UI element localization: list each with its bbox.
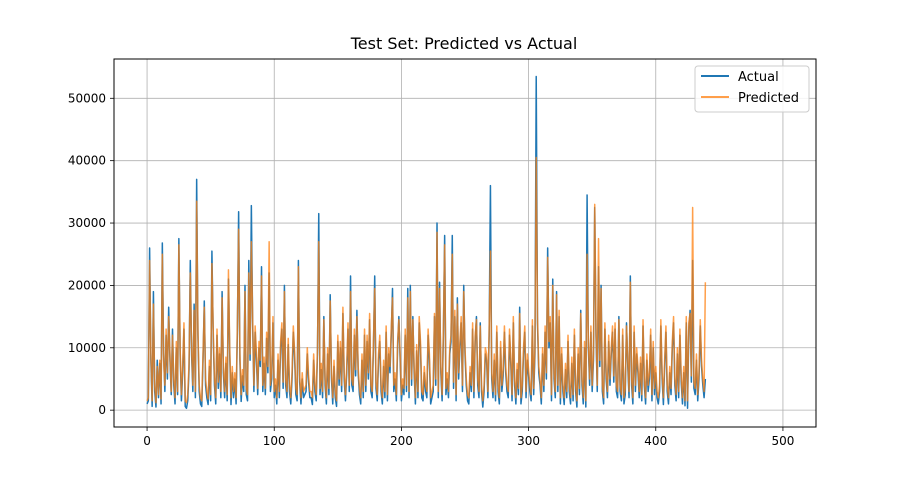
legend: Actual Predicted <box>694 65 810 113</box>
x-tick-label: 0 <box>143 434 151 448</box>
y-tick-label: 40000 <box>68 154 106 168</box>
x-tick-label: 400 <box>644 434 667 448</box>
x-tick-label: 100 <box>263 434 286 448</box>
y-tick-label: 10000 <box>68 341 106 355</box>
chart-title: Test Set: Predicted vs Actual <box>350 34 578 53</box>
legend-box <box>694 65 810 113</box>
x-tick-label: 300 <box>517 434 540 448</box>
y-tick-label: 30000 <box>68 216 106 230</box>
x-tick-label: 200 <box>390 434 413 448</box>
y-axis: 0 10000 20000 30000 40000 50000 <box>68 91 114 417</box>
grid-lines <box>114 59 816 427</box>
legend-label-predicted: Predicted <box>738 91 799 106</box>
x-axis: 0 100 200 300 400 500 <box>143 427 794 448</box>
x-tick-label: 500 <box>771 434 794 448</box>
y-tick-label: 20000 <box>68 278 106 292</box>
series-line-predicted <box>146 156 707 404</box>
y-tick-label: 50000 <box>68 91 106 105</box>
y-tick-label: 0 <box>98 403 106 417</box>
plot-series <box>146 75 707 410</box>
legend-label-actual: Actual <box>738 70 779 85</box>
plot-frame <box>113 58 817 428</box>
